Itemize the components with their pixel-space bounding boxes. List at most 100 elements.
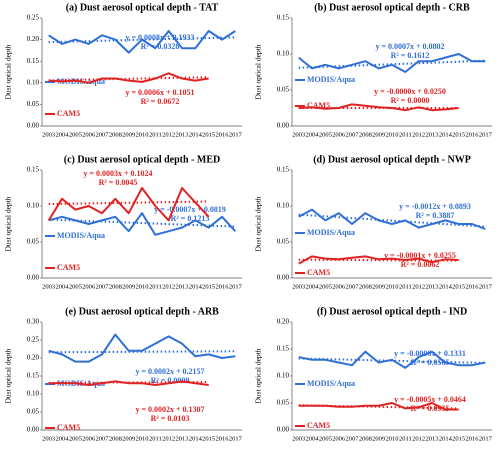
trend-line <box>48 36 236 44</box>
y-tick-label: 0.05 <box>27 100 40 108</box>
trend-r2: R² = 0.0009 <box>151 376 190 385</box>
panel: (f) Dust aerosol optical depth - IND Dust… <box>254 306 493 442</box>
trend-r2: R² = 0.0000 <box>391 96 430 105</box>
y-tick-label: 0.15 <box>277 14 290 22</box>
x-tick-label: 2008 <box>109 131 122 138</box>
y-tick-label: 0.05 <box>277 86 290 94</box>
x-tick-label: 2010 <box>386 283 399 290</box>
legend-label: CAM5 <box>307 101 330 110</box>
y-tick-label: 0.10 <box>27 390 40 398</box>
x-tick-label: 2013 <box>426 283 439 290</box>
trend-r2: R² = 0.1213 <box>171 214 210 223</box>
x-tick-label: 2012 <box>162 435 175 442</box>
trend-r2: R² = 0.0103 <box>151 414 190 423</box>
y-tick-label: 0.15 <box>277 345 290 353</box>
x-tick-label: 2010 <box>136 435 149 442</box>
x-tick-label: 2016 <box>466 283 480 290</box>
y-tick-label: 0.10 <box>277 202 290 210</box>
x-tick-label: 2004 <box>56 283 70 290</box>
trend-line <box>298 404 459 410</box>
x-tick-label: 2013 <box>176 131 189 138</box>
x-tick-label: 2009 <box>372 131 385 138</box>
x-tick-label: 2015 <box>452 435 465 442</box>
trend-r2: R² = 0.0935 <box>411 404 450 413</box>
y-axis-label: Dust optical depth <box>4 348 13 403</box>
y-tick-label: 0.15 <box>27 57 40 65</box>
x-tick-label: 2012 <box>162 131 175 138</box>
x-tick-label: 2014 <box>439 435 453 442</box>
x-tick-label: 2011 <box>399 131 412 138</box>
x-tick-label: 2011 <box>149 283 162 290</box>
x-tick-label: 2009 <box>122 435 135 442</box>
x-tick-label: 2009 <box>372 283 385 290</box>
x-tick-label: 2008 <box>109 283 122 290</box>
x-tick-label: 2006 <box>332 131 346 138</box>
chart-title: (f) Dust aerosol optical depth - IND <box>317 306 467 317</box>
x-tick-label: 2005 <box>69 131 82 138</box>
trend-line <box>298 59 486 69</box>
x-tick-label: 2017 <box>229 435 243 442</box>
y-tick-label: 0.00 <box>27 426 40 434</box>
y-tick-label: 0.00 <box>27 122 40 130</box>
x-tick-label: 2012 <box>412 283 425 290</box>
y-axis-label: Dust optical depth <box>254 196 263 251</box>
trend-equation: y = -0.0005x + 0.0464 <box>394 395 466 404</box>
x-tick-label: 2011 <box>149 435 162 442</box>
trend-equation: y = 0.0006x + 0.1051 <box>125 88 194 97</box>
x-tick-label: 2012 <box>412 435 425 442</box>
x-tick-label: 2016 <box>216 283 230 290</box>
trend-equation: y = 0.0007x + 0.0802 <box>375 42 444 51</box>
trend-line <box>48 200 209 206</box>
y-tick-label: 0.10 <box>27 78 40 86</box>
x-tick-label: 2015 <box>202 435 215 442</box>
chart-title: (a) Dust aerosol optical depth - TAT <box>66 2 219 13</box>
trend-equation: y = 0.0008x + 0.1933 <box>125 33 194 42</box>
y-axis-label: Dust optical depth <box>4 44 13 99</box>
x-tick-label: 2006 <box>82 131 96 138</box>
x-tick-label: 2005 <box>69 283 82 290</box>
series-line <box>298 208 486 230</box>
series-line <box>47 187 210 222</box>
y-tick-label: 0.15 <box>27 166 40 174</box>
y-tick-label: 0.10 <box>277 50 290 58</box>
x-tick-label: 2008 <box>109 435 122 442</box>
y-tick-label: 0.10 <box>277 372 290 380</box>
trend-equation: y = 0.0003x + 0.1024 <box>83 169 152 178</box>
legend-label: CAM5 <box>307 268 330 277</box>
x-tick-label: 2008 <box>359 435 372 442</box>
x-tick-label: 2006 <box>332 283 346 290</box>
x-tick-label: 2013 <box>426 131 439 138</box>
legend-label: MODIS/Aqua <box>307 75 355 84</box>
series-line <box>298 402 459 411</box>
x-tick-label: 2012 <box>412 131 425 138</box>
y-tick-label: 0.05 <box>27 408 40 416</box>
x-tick-label: 2011 <box>149 131 162 138</box>
trend-r2: R² = 0.0062 <box>401 260 440 269</box>
x-tick-label: 2006 <box>82 435 96 442</box>
x-tick-label: 2009 <box>372 435 385 442</box>
trend-r2: R² = 0.1612 <box>391 51 430 60</box>
y-tick-label: 0.20 <box>277 318 290 326</box>
x-tick-label: 2010 <box>386 435 399 442</box>
trend-line <box>298 357 486 364</box>
x-tick-label: 2013 <box>176 283 189 290</box>
x-tick-label: 2007 <box>96 283 110 290</box>
x-tick-label: 2006 <box>332 435 346 442</box>
x-tick-label: 2003 <box>42 283 55 290</box>
x-tick-label: 2004 <box>56 435 70 442</box>
y-tick-label: 0.30 <box>27 318 40 326</box>
x-tick-label: 2003 <box>292 435 305 442</box>
trend-equation: y = -0.0001x + 0.0255 <box>384 251 456 260</box>
x-tick-label: 2016 <box>466 131 480 138</box>
panel: (b) Dust aerosol optical depth - CRB Dust… <box>254 2 493 138</box>
x-tick-label: 2004 <box>306 131 320 138</box>
y-tick-label: 0.25 <box>27 14 40 22</box>
x-tick-label: 2017 <box>229 131 243 138</box>
x-tick-label: 2008 <box>359 131 372 138</box>
trend-r2: R² = 0.0045 <box>99 178 138 187</box>
x-tick-label: 2011 <box>399 283 412 290</box>
y-tick-label: 0.15 <box>277 166 290 174</box>
y-tick-label: 0.00 <box>277 122 290 130</box>
legend-label: CAM5 <box>57 423 80 432</box>
